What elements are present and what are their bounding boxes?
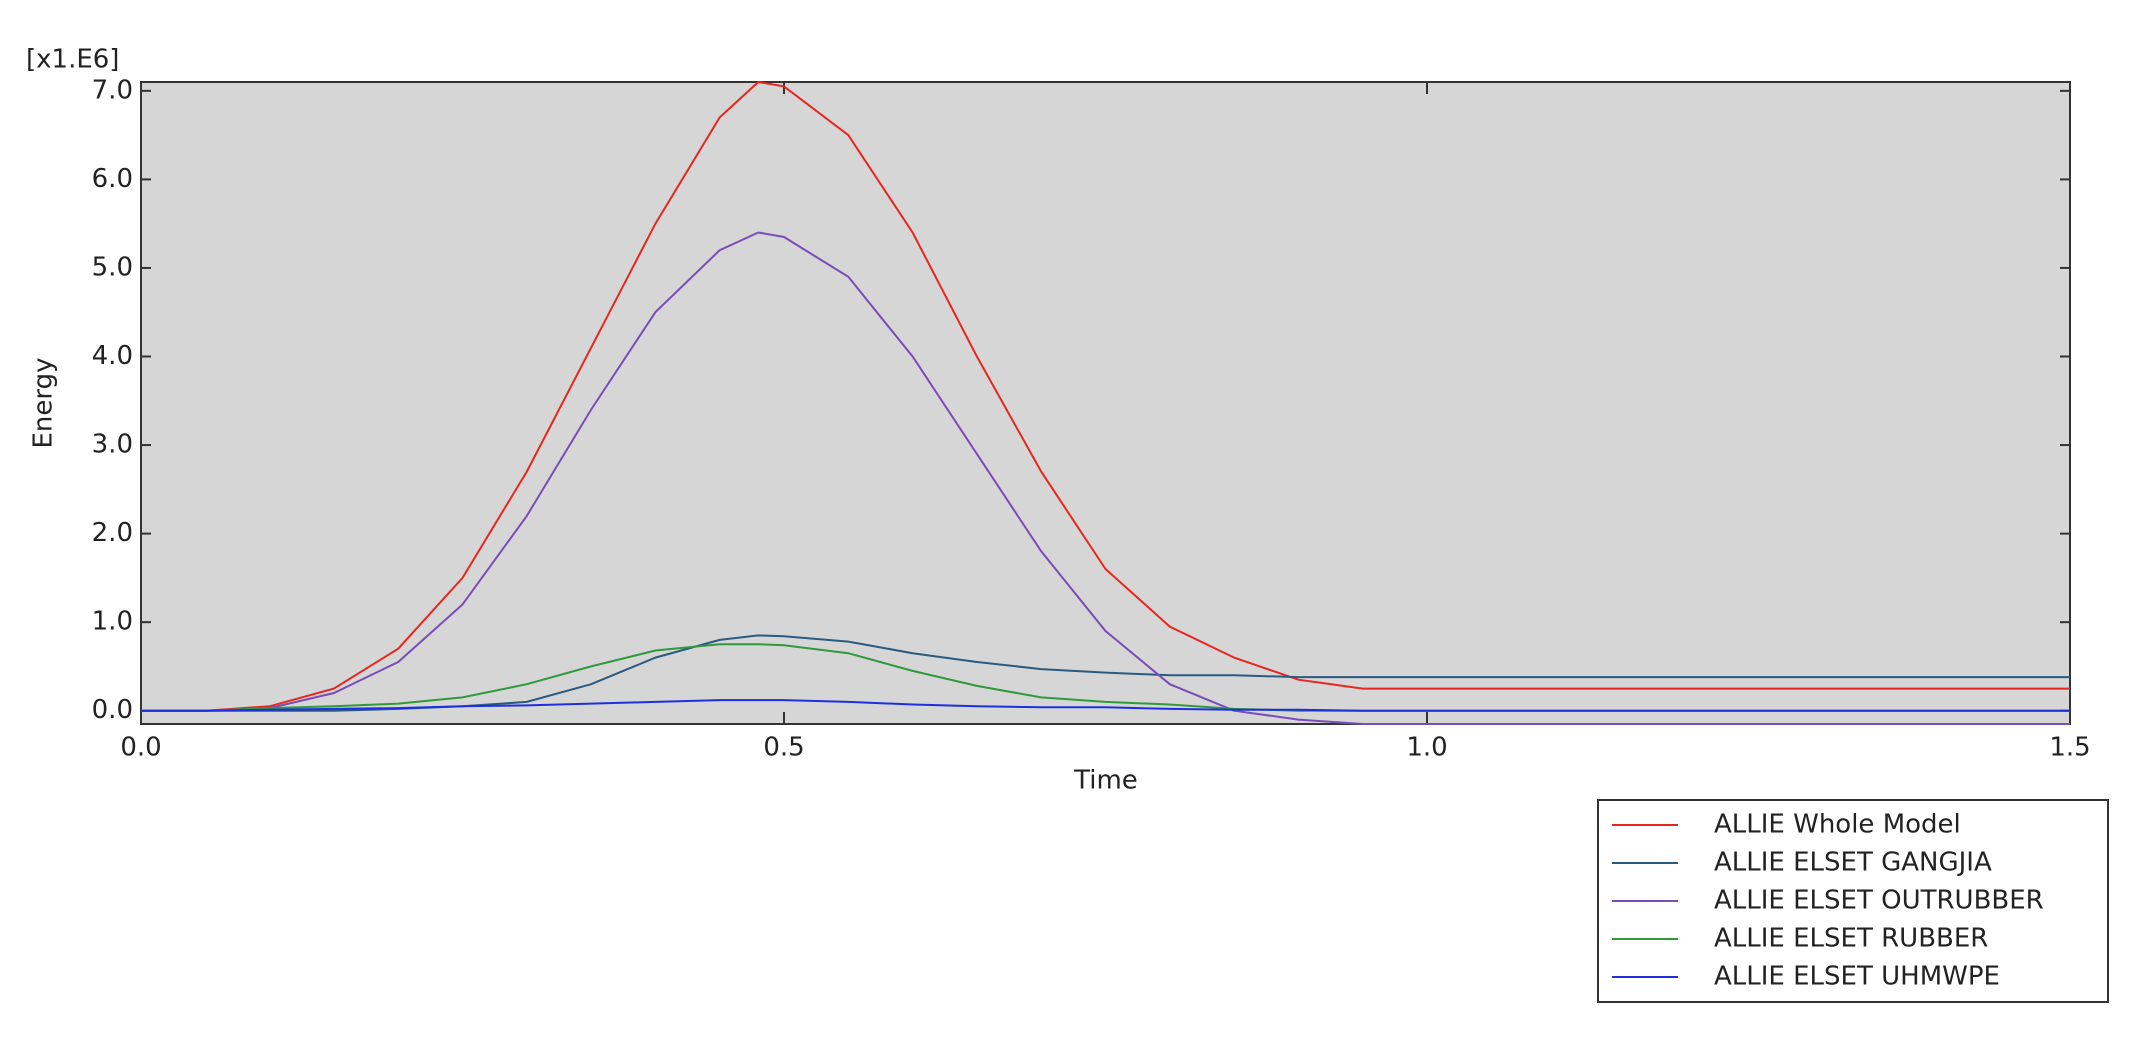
x-tick-label: 1.5 (2049, 733, 2090, 763)
legend-label: ALLIE Whole Model (1714, 810, 1961, 840)
y-tick-label: 3.0 (92, 430, 133, 460)
x-tick-label: 0.0 (120, 733, 161, 763)
y-axis-label: Energy (29, 357, 59, 448)
y-tick-label: 2.0 (92, 518, 133, 548)
legend-label: ALLIE ELSET UHMWPE (1714, 962, 2000, 992)
series-line (141, 699, 2070, 712)
y-tick-label: 1.0 (92, 607, 133, 637)
y-tick-label: 7.0 (92, 75, 133, 105)
plot-area (140, 81, 2071, 725)
x-tick-label: 0.5 (763, 733, 804, 763)
y-tick-label: 5.0 (92, 252, 133, 282)
y-tick-label: 0.0 (92, 695, 133, 725)
y-tick-label: 6.0 (92, 164, 133, 194)
scale-label: [x1.E6] (26, 45, 119, 75)
legend-box (1597, 799, 2109, 1003)
y-tick-label: 4.0 (92, 341, 133, 371)
x-tick-label: 1.0 (1406, 733, 1447, 763)
legend-label: ALLIE ELSET RUBBER (1714, 924, 1988, 954)
series-line (141, 80, 2070, 712)
legend-label: ALLIE ELSET GANGJIA (1714, 848, 1992, 878)
legend-label: ALLIE ELSET OUTRUBBER (1714, 886, 2044, 916)
x-axis-label: Time (1073, 766, 1138, 796)
series-line (141, 231, 2070, 725)
